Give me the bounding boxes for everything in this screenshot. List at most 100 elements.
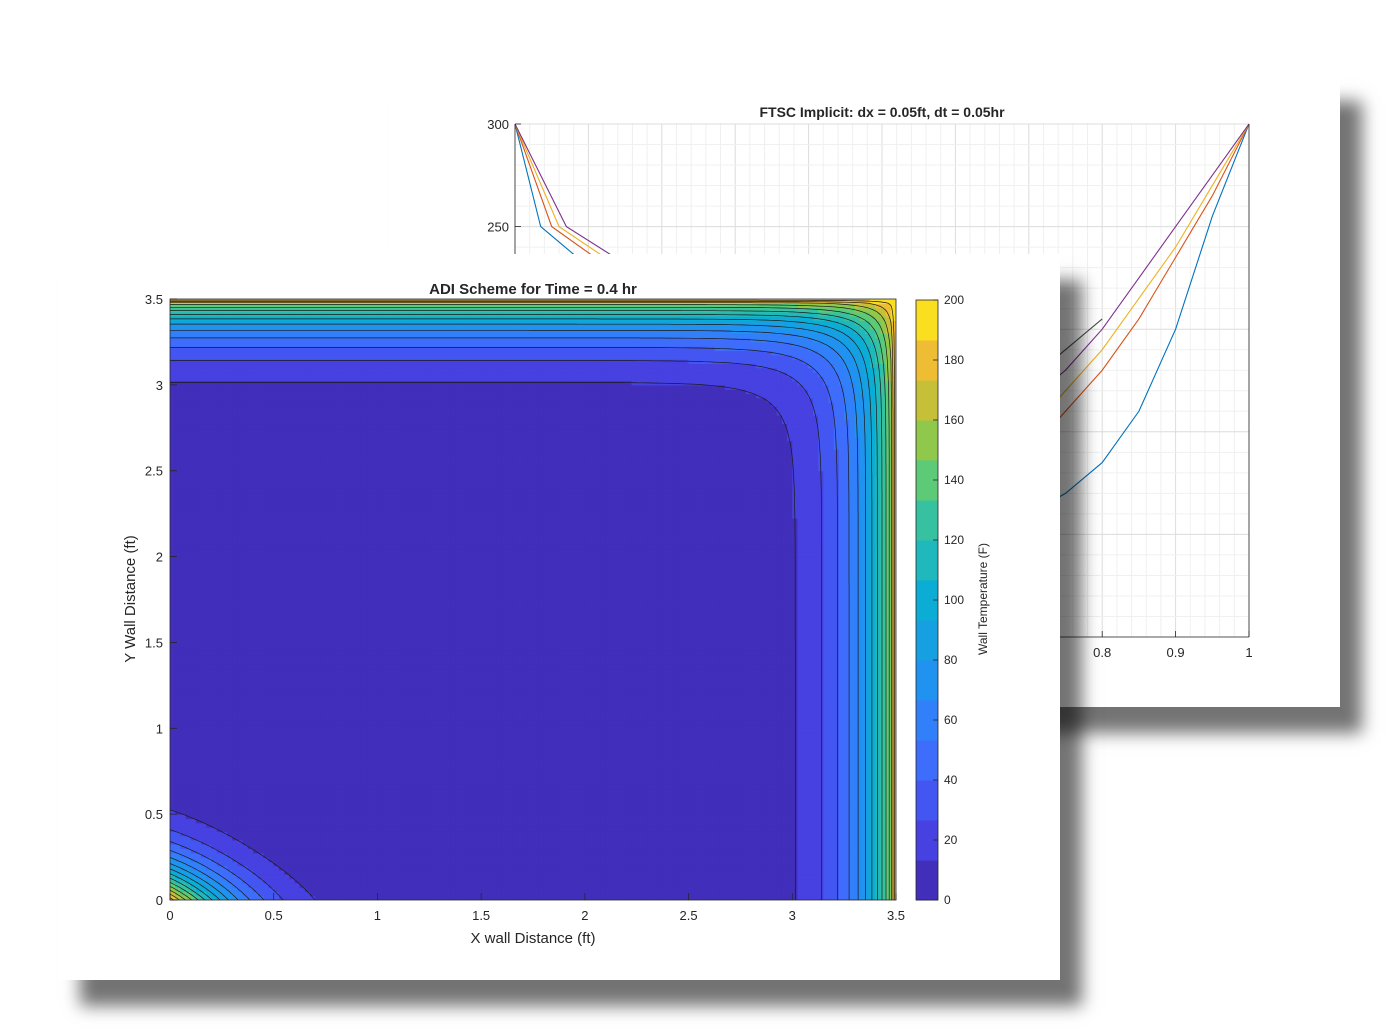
contour-cell xyxy=(553,754,560,759)
contour-cell xyxy=(719,874,726,880)
contour-cell xyxy=(232,784,239,789)
contour-cell xyxy=(507,878,513,884)
contour-cell xyxy=(626,792,633,798)
contour-cell xyxy=(600,762,607,768)
contour-cell xyxy=(548,779,555,785)
contour-cell xyxy=(527,775,534,781)
contour-cell xyxy=(299,827,306,832)
contour-cell xyxy=(844,801,850,807)
contour-cell xyxy=(320,882,327,888)
contour-cell xyxy=(361,848,368,854)
contour-cell xyxy=(698,771,705,777)
contour-cell xyxy=(667,835,674,841)
contour-cell xyxy=(818,805,824,811)
contour-cell xyxy=(455,749,461,755)
contour-cell xyxy=(221,874,228,880)
contour-cell xyxy=(890,848,896,854)
contour-cell xyxy=(356,749,363,755)
contour-cell xyxy=(299,771,306,777)
contour-cell xyxy=(558,779,565,785)
contour-cell xyxy=(569,809,576,815)
contour-cell xyxy=(647,874,653,880)
contour-cell xyxy=(776,857,783,862)
contour-cell xyxy=(496,749,503,755)
contour-cell xyxy=(750,775,757,781)
contour-cell xyxy=(584,861,591,867)
contour-cell xyxy=(304,831,311,837)
contour-cell xyxy=(890,758,896,764)
contour-cell xyxy=(647,869,653,875)
contour-cell xyxy=(512,762,519,768)
contour-cell xyxy=(807,796,814,802)
contour-cell xyxy=(647,852,653,858)
contour-cell xyxy=(517,878,524,884)
contour-cell xyxy=(206,878,213,884)
contour-cell xyxy=(278,805,285,811)
contour-cell xyxy=(455,758,461,764)
contour-cell xyxy=(730,784,736,789)
contour-cell xyxy=(766,792,773,798)
contour-cell xyxy=(252,749,259,755)
contour-cell xyxy=(776,792,783,798)
contour-cell xyxy=(413,891,420,897)
contour-cell xyxy=(730,754,736,759)
contour-cell xyxy=(662,891,669,897)
contour-cell xyxy=(475,754,482,759)
contour-cell xyxy=(880,848,887,854)
contour-cell xyxy=(429,839,436,845)
contour-cell xyxy=(864,839,871,845)
contour-cell xyxy=(387,809,394,815)
contour-cell xyxy=(507,754,513,759)
contour-cell xyxy=(781,805,788,811)
contour-cell xyxy=(574,805,581,811)
contour-cell xyxy=(595,839,602,845)
contour-cell xyxy=(227,878,233,884)
contour-cell xyxy=(761,869,767,875)
front-figure-window: 0 0.5 1 1.5 2 2.5 3 3.5 0 0.5 1 1.5 2 2.5 3 3.5 0 20 40 60… xyxy=(58,254,1060,980)
contour-cell xyxy=(527,857,534,862)
contour-cell xyxy=(724,852,731,858)
contour-cell xyxy=(450,831,456,837)
contour-cell xyxy=(802,771,809,777)
contour-cell xyxy=(667,839,674,845)
contour-cell xyxy=(310,878,316,884)
contour-cell xyxy=(662,796,669,802)
contour-cell xyxy=(709,874,716,880)
contour-cell xyxy=(875,827,882,832)
contour-cell xyxy=(761,749,767,755)
contour-cell xyxy=(201,839,207,845)
contour-cell xyxy=(823,814,830,820)
contour-cell xyxy=(190,852,197,858)
contour-cell xyxy=(444,874,451,880)
contour-cell xyxy=(496,762,503,768)
contour-cell xyxy=(356,779,363,785)
contour-cell xyxy=(413,882,420,888)
contour-cell xyxy=(278,784,285,789)
contour-cell xyxy=(475,796,482,802)
contour-cell xyxy=(807,891,814,897)
contour-cell xyxy=(335,827,342,832)
contour-cell xyxy=(232,839,239,845)
contour-cell xyxy=(263,861,270,867)
contour-cell xyxy=(455,818,461,824)
contour-cell xyxy=(823,887,830,893)
contour-cell xyxy=(854,766,861,772)
contour-cell xyxy=(704,839,710,845)
contour-cell xyxy=(610,887,617,893)
contour-cell xyxy=(201,814,207,820)
contour-cell xyxy=(781,839,788,845)
contour-cell xyxy=(294,771,301,777)
contour-cell xyxy=(590,869,596,875)
contour-cell xyxy=(221,891,228,897)
contour-cell xyxy=(600,839,607,845)
contour-cell xyxy=(719,758,726,764)
contour-cell xyxy=(875,762,882,768)
contour-cell xyxy=(652,809,659,815)
contour-cell xyxy=(247,835,254,841)
contour-cell xyxy=(315,784,321,789)
contour-cell xyxy=(372,887,379,893)
contour-cell xyxy=(657,844,664,850)
contour-cell xyxy=(517,771,524,777)
contour-cell xyxy=(206,775,213,781)
contour-cell xyxy=(289,796,296,802)
